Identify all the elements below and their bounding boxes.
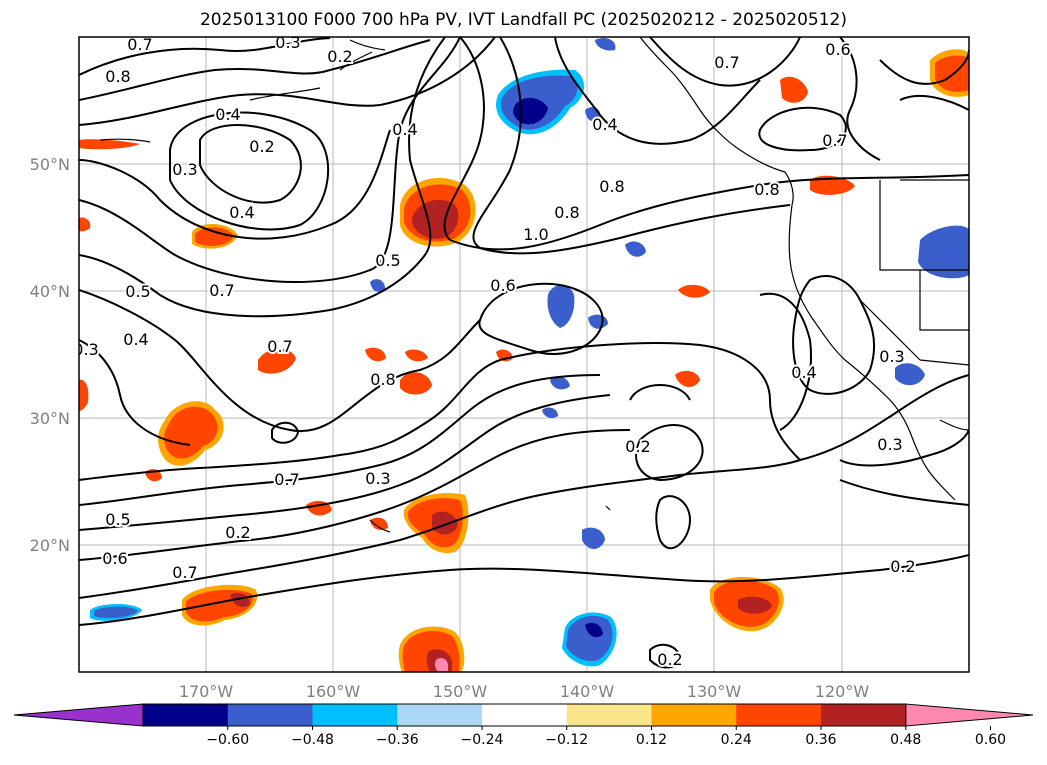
contour-label: 0.8 (554, 203, 579, 222)
contour-label: 0.7 (172, 563, 197, 582)
lon-tick-label: 140°W (560, 682, 615, 701)
colorbar-tick-label: 0.36 (805, 732, 836, 748)
contour-label: 0.5 (375, 251, 400, 270)
contour-label: 0.4 (229, 203, 254, 222)
colorbar-segment (482, 704, 568, 726)
contour-label: 0.7 (127, 35, 152, 54)
colorbar-tick-label: −0.24 (461, 732, 504, 748)
contour-label: 0.3 (365, 469, 390, 488)
lon-tick-label: 160°W (306, 682, 361, 701)
colorbar-tick-label: 0.60 (975, 732, 1006, 748)
contour-label: 0.5 (105, 510, 130, 529)
colorbar (13, 703, 1034, 727)
contour-label: 0.2 (249, 137, 274, 156)
map-frame (78, 36, 970, 673)
contour-label: 0.4 (592, 115, 617, 134)
lat-tick-labels: 50°N 40°N 30°N 20°N (30, 155, 70, 555)
contour-label: 0.8 (599, 177, 624, 196)
colorbar-tick-label: −0.12 (545, 732, 588, 748)
contour-label: 0.2 (625, 437, 650, 456)
contour-lines (79, 37, 969, 669)
contour-label: 0.8 (370, 370, 395, 389)
colorbar-tick-label: −0.48 (291, 732, 334, 748)
contour-label: 0.8 (754, 180, 779, 199)
colorbar-tick-label: −0.60 (206, 732, 249, 748)
colorbar-extend-high (905, 703, 1034, 727)
colorbar-outline (142, 703, 907, 727)
colorbar-segment (397, 704, 483, 726)
colorbar-tick-label: 0.24 (721, 732, 752, 748)
coastlines (99, 37, 969, 533)
colorbar-segment (821, 704, 907, 726)
colorbar-segment (312, 704, 398, 726)
contour-label: 0.3 (73, 340, 98, 359)
contour-label: 0.4 (123, 330, 148, 349)
colorbar-extend-low (13, 703, 144, 727)
contour-label: 0.3 (879, 347, 904, 366)
contour-label: 0.3 (172, 160, 197, 179)
colorbar-segment (143, 704, 229, 726)
colorbar-tick-label: 0.12 (636, 732, 667, 748)
contour-label: 0.4 (215, 105, 240, 124)
map-title: 2025013100 F000 700 hPa PV, IVT Landfall… (199, 10, 847, 30)
colorbar-labels: −0.60 −0.48 −0.36 −0.24 −0.12 0.12 0.24 0.36 0.4… (206, 726, 1006, 748)
contour-label: 0.7 (714, 53, 739, 72)
lat-tick-label: 20°N (30, 536, 70, 555)
contour-label: 0.7 (274, 470, 299, 489)
contour-label: 0.6 (490, 276, 515, 295)
contour-label: 1.0 (523, 225, 548, 244)
contour-label: 0.2 (327, 47, 352, 66)
lat-tick-label: 40°N (30, 282, 70, 301)
colorbar-tick-label: 0.48 (890, 732, 921, 748)
gridlines (79, 37, 969, 672)
colorbar-segment (566, 704, 652, 726)
contour-label: 0.7 (209, 281, 234, 300)
contour-label: 0.2 (890, 557, 915, 576)
contour-label: 0.3 (877, 435, 902, 454)
lon-tick-label: 120°W (815, 682, 870, 701)
lon-tick-label: 130°W (687, 682, 742, 701)
lon-tick-label: 150°W (433, 682, 488, 701)
contour-label: 0.7 (267, 337, 292, 356)
contour-label: 0.2 (657, 650, 682, 669)
contour-label: 0.2 (225, 523, 250, 542)
colorbar-segment (651, 704, 737, 726)
lat-tick-label: 50°N (30, 155, 70, 174)
lon-tick-labels: 170°W 160°W 150°W 140°W 130°W 120°W (179, 682, 870, 701)
colorbar-tick-label: −0.36 (376, 732, 419, 748)
contour-label: 0.3 (275, 33, 300, 52)
lat-tick-label: 30°N (30, 409, 70, 428)
contour-label: 0.6 (102, 549, 127, 568)
contour-labels: 0.7 0.8 0.3 0.2 0.4 0.2 0.3 0.4 0.5 0.7 0.5 0.4 0.3 0… (73, 33, 918, 671)
contour-label: 0.4 (392, 120, 417, 139)
colorbar-segment (736, 704, 822, 726)
contour-label: 0.5 (125, 282, 150, 301)
shaded-features (79, 38, 969, 672)
lon-tick-label: 170°W (179, 682, 234, 701)
contour-label: 0.8 (105, 67, 130, 86)
contour-label: 0.4 (791, 363, 816, 382)
contour-label: 0.7 (822, 131, 847, 150)
contour-label: 0.6 (825, 40, 850, 59)
colorbar-segment (227, 704, 313, 726)
